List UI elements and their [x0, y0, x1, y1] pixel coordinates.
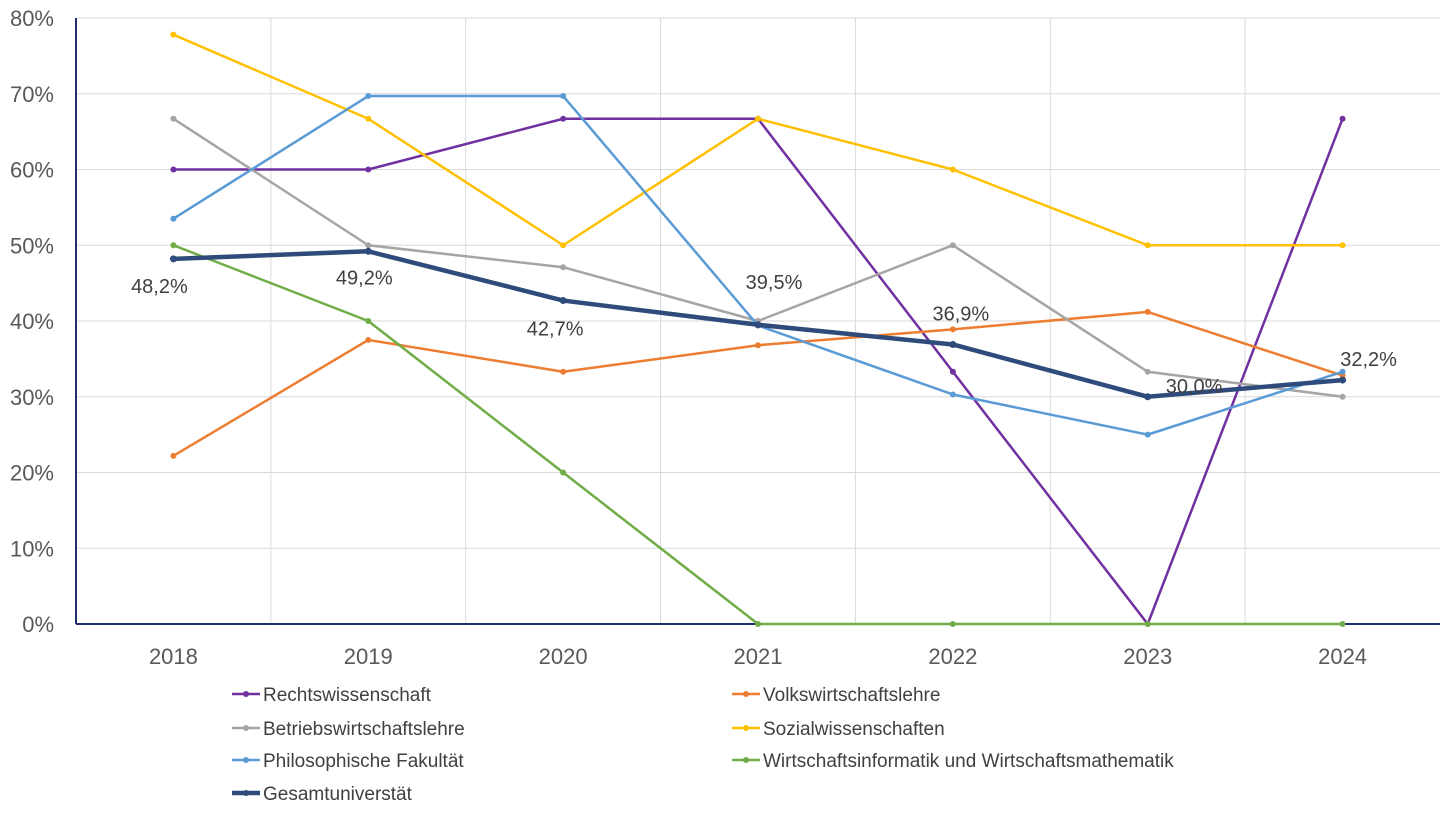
data-point: [170, 31, 177, 38]
data-point: [1144, 393, 1152, 401]
x-tick-label: 2020: [539, 644, 588, 669]
data-point: [755, 115, 761, 122]
data-point: [560, 264, 567, 271]
data-point: [1144, 368, 1151, 375]
series-0: [170, 115, 1346, 627]
legend-swatch-marker: [243, 790, 249, 796]
series-5: [170, 242, 1346, 627]
data-point: [1339, 621, 1346, 627]
data-label: 36,9%: [932, 303, 989, 325]
data-point: [560, 242, 567, 249]
data-point: [365, 93, 372, 100]
legend-label: Wirtschaftsinformatik und Wirtschaftsmat…: [763, 751, 1174, 772]
data-point: [364, 247, 372, 255]
x-tick-label: 2019: [344, 644, 393, 669]
data-point: [949, 166, 956, 173]
y-tick-label: 40%: [10, 309, 54, 334]
legend-item-1: Volkswirtschaftslehre: [732, 685, 940, 706]
data-point: [754, 321, 762, 329]
legend-swatch-marker: [243, 725, 249, 731]
legend-item-4: Philosophische Fakultät: [232, 751, 464, 772]
x-tick-label: 2023: [1123, 644, 1172, 669]
data-point: [1339, 393, 1346, 400]
data-label: 49,2%: [336, 267, 393, 289]
data-label: 30,0%: [1166, 376, 1223, 398]
series-2: [170, 115, 1346, 400]
y-tick-label: 50%: [10, 233, 54, 258]
data-point: [169, 255, 177, 263]
x-tick-label: 2018: [149, 644, 198, 669]
y-tick-label: 10%: [10, 536, 54, 561]
data-point: [365, 318, 372, 324]
legend-swatch-marker: [243, 691, 249, 697]
data-point: [560, 469, 567, 476]
data-point: [1144, 621, 1151, 627]
data-point: [560, 93, 567, 100]
data-point: [170, 166, 177, 173]
data-point: [1339, 376, 1347, 384]
legend-label: Rechtswissenschaft: [263, 685, 432, 706]
series-line: [172, 33, 1343, 247]
x-tick-label: 2022: [928, 644, 977, 669]
x-tick-label: 2021: [734, 644, 783, 669]
data-point: [1339, 368, 1346, 375]
legend-item-5: Wirtschaftsinformatik und Wirtschaftsmat…: [732, 751, 1174, 772]
legend-label: Gesamtuniverstät: [263, 784, 413, 805]
series-1: [170, 308, 1346, 459]
data-point: [755, 621, 761, 627]
series-6: [169, 247, 1347, 401]
data-point: [560, 368, 567, 375]
y-tick-label: 30%: [10, 385, 54, 410]
legend-item-3: Sozialwissenschaften: [732, 719, 945, 740]
x-tick-label: 2024: [1318, 644, 1367, 669]
data-point: [170, 242, 177, 249]
data-point: [1144, 308, 1151, 315]
series-line: [172, 117, 1343, 398]
data-point: [365, 242, 372, 249]
data-point: [1144, 431, 1151, 438]
data-point: [365, 115, 372, 122]
series-3: [170, 31, 1346, 249]
data-label: 39,5%: [746, 272, 803, 294]
data-point: [170, 452, 177, 459]
data-point: [365, 336, 372, 343]
legend-label: Philosophische Fakultät: [263, 751, 464, 772]
y-tick-label: 20%: [10, 461, 54, 486]
data-label: 42,7%: [527, 319, 584, 341]
legend-swatch-marker: [743, 725, 749, 731]
y-tick-label: 0%: [22, 612, 54, 637]
legend-label: Betriebswirtschaftslehre: [263, 719, 465, 740]
legend-swatch-marker: [243, 757, 249, 763]
data-point: [949, 368, 956, 375]
data-point: [949, 242, 956, 249]
legend-item-2: Betriebswirtschaftslehre: [232, 719, 465, 740]
data-point: [1339, 242, 1346, 249]
y-tick-label: 70%: [10, 82, 54, 107]
data-point: [949, 621, 956, 627]
data-point: [170, 115, 177, 122]
data-point: [1339, 115, 1346, 122]
data-point: [365, 166, 372, 173]
legend-item-0: Rechtswissenschaft: [232, 685, 432, 706]
data-point: [755, 342, 761, 349]
series-line: [172, 244, 1343, 626]
data-point: [1144, 242, 1151, 249]
data-label: 48,2%: [131, 276, 188, 298]
data-point: [559, 297, 567, 305]
data-point: [949, 326, 956, 333]
data-point: [949, 391, 956, 398]
legend-label: Volkswirtschaftslehre: [763, 685, 940, 706]
legend-swatch-marker: [743, 757, 749, 763]
legend-swatch-marker: [743, 691, 749, 697]
y-tick-label: 60%: [10, 158, 54, 183]
data-point: [949, 340, 957, 348]
data-point: [560, 115, 567, 122]
data-point: [170, 215, 177, 222]
data-label: 32,2%: [1340, 349, 1397, 371]
y-tick-label: 80%: [10, 6, 54, 31]
legend-label: Sozialwissenschaften: [763, 719, 945, 740]
legend-item-6: Gesamtuniverstät: [232, 784, 413, 805]
